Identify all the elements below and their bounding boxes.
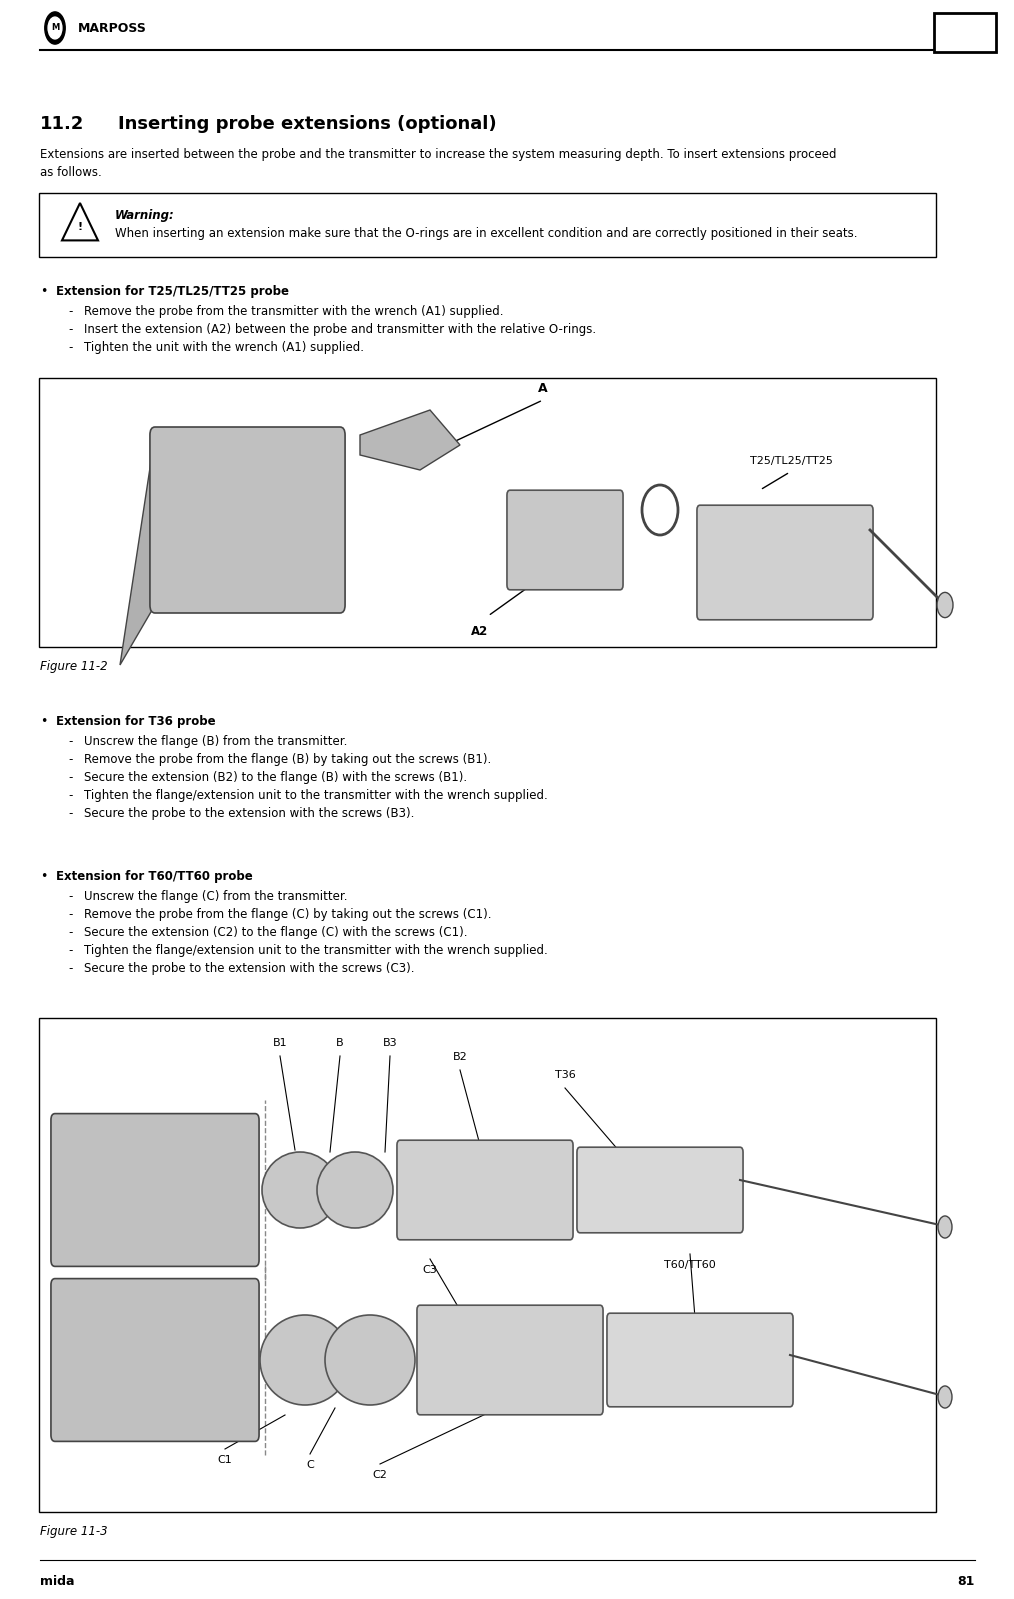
Text: Figure 11-3: Figure 11-3 (40, 1525, 107, 1538)
Text: U: U (956, 24, 973, 42)
Text: -: - (68, 963, 72, 975)
Text: C1: C1 (218, 1455, 232, 1465)
Text: mida: mida (40, 1575, 74, 1588)
FancyBboxPatch shape (39, 193, 936, 256)
Text: -: - (68, 771, 72, 784)
Text: •: • (40, 285, 48, 297)
Text: Unscrew the flange (B) from the transmitter.: Unscrew the flange (B) from the transmit… (84, 736, 348, 748)
Text: Figure 11-2: Figure 11-2 (40, 660, 107, 673)
Text: -: - (68, 736, 72, 748)
FancyBboxPatch shape (150, 427, 345, 612)
Text: Remove the probe from the transmitter with the wrench (A1) supplied.: Remove the probe from the transmitter wi… (84, 305, 504, 318)
Text: -: - (68, 943, 72, 956)
Text: Tighten the flange/extension unit to the transmitter with the wrench supplied.: Tighten the flange/extension unit to the… (84, 788, 548, 803)
Text: Secure the extension (B2) to the flange (B) with the screws (B1).: Secure the extension (B2) to the flange … (84, 771, 467, 784)
Text: B3: B3 (382, 1038, 397, 1047)
Text: -: - (68, 753, 72, 766)
Ellipse shape (317, 1151, 393, 1228)
FancyBboxPatch shape (39, 1019, 936, 1511)
FancyBboxPatch shape (607, 1313, 793, 1407)
Text: Insert the extension (A2) between the probe and transmitter with the relative O-: Insert the extension (A2) between the pr… (84, 323, 596, 336)
Text: Secure the probe to the extension with the screws (B3).: Secure the probe to the extension with t… (84, 807, 415, 820)
Circle shape (938, 1386, 952, 1409)
Text: B1: B1 (273, 1038, 287, 1047)
Circle shape (938, 1215, 952, 1238)
Text: T60/TT60: T60/TT60 (664, 1260, 716, 1270)
Text: M: M (51, 24, 59, 32)
Text: MARPOSS: MARPOSS (78, 21, 147, 35)
Text: A2: A2 (472, 625, 489, 638)
FancyBboxPatch shape (577, 1146, 743, 1233)
Text: B2: B2 (452, 1052, 467, 1062)
Text: -: - (68, 926, 72, 939)
Text: A: A (538, 382, 548, 395)
Text: C2: C2 (372, 1469, 387, 1481)
Text: T36: T36 (555, 1070, 575, 1079)
Text: •: • (40, 870, 48, 883)
Text: Extensions are inserted between the probe and the transmitter to increase the sy: Extensions are inserted between the prob… (40, 149, 837, 161)
FancyBboxPatch shape (51, 1113, 259, 1266)
Text: When inserting an extension make sure that the O-rings are in excellent conditio: When inserting an extension make sure th… (115, 227, 858, 240)
Text: -: - (68, 305, 72, 318)
Text: 81: 81 (957, 1575, 975, 1588)
Text: •: • (40, 715, 48, 728)
Text: Secure the probe to the extension with the screws (C3).: Secure the probe to the extension with t… (84, 963, 415, 975)
Text: -: - (68, 908, 72, 921)
Text: 11.2: 11.2 (40, 115, 84, 133)
Polygon shape (120, 435, 155, 665)
Text: !: ! (77, 222, 82, 232)
Text: Extension for T60/TT60 probe: Extension for T60/TT60 probe (56, 870, 252, 883)
Polygon shape (360, 409, 460, 470)
Ellipse shape (642, 484, 678, 536)
Text: Remove the probe from the flange (C) by taking out the screws (C1).: Remove the probe from the flange (C) by … (84, 908, 492, 921)
FancyBboxPatch shape (417, 1305, 603, 1415)
Circle shape (937, 592, 953, 617)
Text: Remove the probe from the flange (B) by taking out the screws (B1).: Remove the probe from the flange (B) by … (84, 753, 491, 766)
Text: Secure the extension (C2) to the flange (C) with the screws (C1).: Secure the extension (C2) to the flange … (84, 926, 467, 939)
Text: Extension for T25/TL25/TT25 probe: Extension for T25/TL25/TT25 probe (56, 285, 289, 297)
Text: -: - (68, 323, 72, 336)
FancyBboxPatch shape (51, 1279, 259, 1441)
Text: Warning:: Warning: (115, 209, 174, 222)
Text: Inserting probe extensions (optional): Inserting probe extensions (optional) (118, 115, 497, 133)
Text: -: - (68, 788, 72, 803)
Text: -: - (68, 891, 72, 903)
Text: as follows.: as follows. (40, 166, 101, 179)
Ellipse shape (325, 1314, 415, 1406)
FancyBboxPatch shape (39, 379, 936, 646)
Text: -: - (68, 341, 72, 353)
Text: C: C (306, 1460, 314, 1469)
Circle shape (48, 18, 62, 38)
FancyBboxPatch shape (396, 1140, 573, 1239)
Polygon shape (62, 203, 98, 240)
Text: -: - (68, 807, 72, 820)
Text: C3: C3 (423, 1265, 437, 1274)
FancyBboxPatch shape (697, 505, 873, 620)
Text: Tighten the flange/extension unit to the transmitter with the wrench supplied.: Tighten the flange/extension unit to the… (84, 943, 548, 956)
FancyBboxPatch shape (507, 491, 623, 590)
Text: Tighten the unit with the wrench (A1) supplied.: Tighten the unit with the wrench (A1) su… (84, 341, 364, 353)
Ellipse shape (262, 1151, 338, 1228)
Text: Extension for T36 probe: Extension for T36 probe (56, 715, 216, 728)
Text: B: B (337, 1038, 344, 1047)
Text: Unscrew the flange (C) from the transmitter.: Unscrew the flange (C) from the transmit… (84, 891, 348, 903)
FancyBboxPatch shape (934, 13, 996, 51)
Ellipse shape (260, 1314, 350, 1406)
Circle shape (45, 11, 65, 45)
Text: T25/TL25/TT25: T25/TL25/TT25 (750, 456, 832, 465)
